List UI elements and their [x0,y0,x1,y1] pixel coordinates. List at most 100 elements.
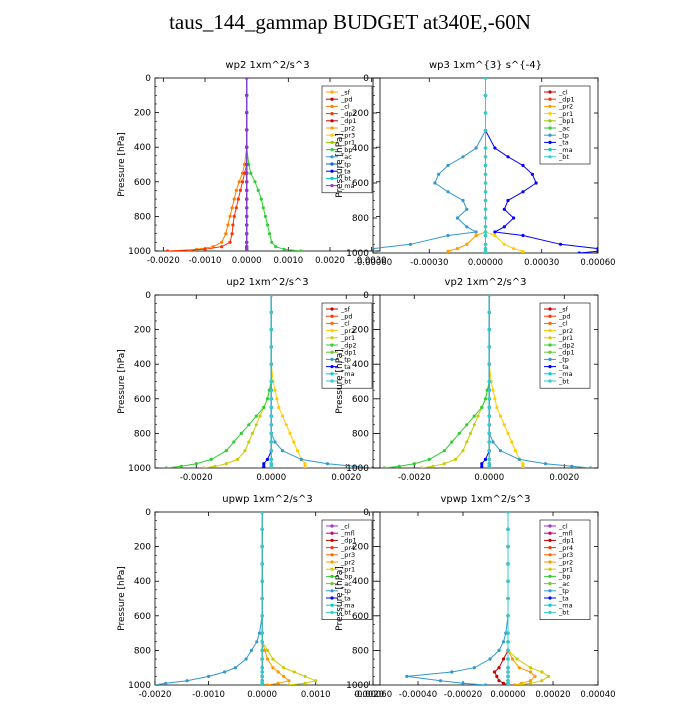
legend-entry: _bt [558,377,569,385]
data-point [513,449,518,453]
data-point [269,405,273,409]
data-point [303,674,307,679]
data-point [254,423,258,427]
legend-marker [548,538,552,543]
data-point [502,207,506,211]
legend-entry: _sf [558,305,569,313]
legend-marker [330,343,334,347]
data-point [502,242,506,246]
legend-entry: _pr2 [558,327,573,335]
data-point [497,679,501,683]
data-point [254,414,258,418]
data-point [510,440,514,444]
legend-marker [330,603,334,607]
y-tick-label: 400 [134,360,151,370]
data-point [265,657,270,661]
x-tick-label: -0.00020 [444,690,482,700]
x-tick-label: 0.0020 [315,256,345,266]
legend-entry: _pr2 [340,327,355,335]
data-point [284,423,288,427]
legend-marker [330,365,334,369]
data-point [510,657,515,661]
data-point [245,188,249,192]
y-tick-label: 1000 [128,464,151,474]
y-tick-label: 800 [134,212,151,222]
legend-marker [330,133,334,137]
data-point [287,683,291,685]
data-point [506,648,510,653]
legend-marker [548,336,552,340]
x-tick-label: -0.0010 [192,690,225,700]
data-point [502,423,506,427]
data-point [517,666,521,670]
data-point [292,440,296,444]
data-point [497,648,501,653]
legend-entry: _bt [340,609,351,617]
data-point [506,614,510,618]
series-line-ta [485,78,598,253]
legend-marker [330,169,334,173]
y-tick-label: 0 [363,508,369,518]
data-point [487,431,491,435]
data-point [271,666,275,670]
data-point [230,206,234,210]
chart-title: wp3 1xm^{3} s^{-4} [429,60,542,71]
data-point [223,670,227,674]
data-point [273,440,277,444]
series-line-dp2 [166,295,272,468]
data-point [269,431,273,435]
legend-marker [330,379,334,383]
data-point [461,198,465,203]
legend-marker [548,104,552,108]
data-point [236,197,240,201]
data-point [515,657,519,661]
data-point [472,666,476,670]
data-point [269,423,273,427]
y-tick-label: 1000 [346,681,369,691]
x-tick-label: 0.00000 [468,258,503,268]
data-point [483,225,488,229]
legend-entry: _ac [558,580,570,588]
chart-title: upwp 1xm^2/s^3 [222,494,312,505]
data-point [521,251,525,253]
data-point [260,670,264,674]
legend-entry: _cl [340,522,350,530]
legend-entry: _dp1 [558,537,575,545]
data-point [450,670,454,674]
chart-panel-5: upwp 1xm^2/s^3 Pressure [hPa] 0 200 400 600 80… [117,494,384,700]
legend-box [321,519,373,620]
data-point [382,466,386,468]
legend-entry: _bt [558,609,569,617]
y-tick-label: 600 [352,395,369,405]
legend-entry: _cl [558,320,568,328]
x-tick-label: 0.0020 [354,690,384,700]
chart-title: wp2 1xm^2/s^3 [225,60,309,71]
legend-marker [548,531,552,535]
legend-marker [548,379,552,383]
legend-entry: _pr2 [558,103,573,111]
data-point [239,431,243,435]
y-tick-label: 600 [352,179,369,189]
data-point [245,128,249,132]
legend-marker [548,140,552,144]
legend-marker [548,97,552,101]
legend-entry: _ma [340,182,355,190]
x-tick-label: 0.0030 [357,256,387,266]
data-point [446,163,450,168]
data-point [263,214,267,218]
legend-entry: _pr1 [340,566,355,574]
data-point [165,249,170,251]
data-point [245,206,249,210]
data-point [528,681,533,685]
data-point [261,206,265,210]
data-point [474,230,478,234]
legend-marker [548,582,552,586]
data-point [511,216,516,220]
data-point [480,405,484,409]
x-tick-label: 0.00000 [490,690,525,700]
x-tick-label: -0.00030 [410,258,448,268]
data-point [442,462,446,466]
data-point [455,216,459,220]
legend-entry: _bp1 [558,117,575,125]
